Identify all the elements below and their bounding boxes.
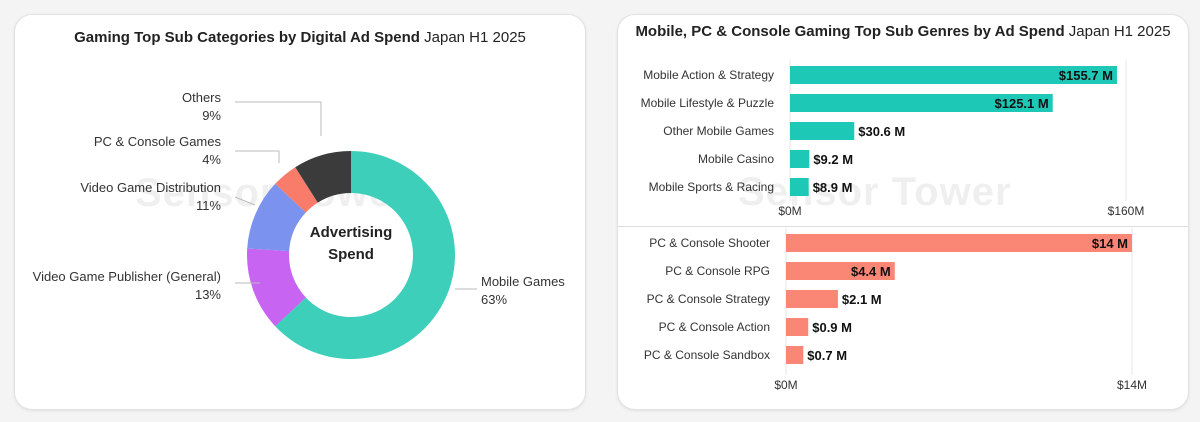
- mobile-bar-mobile-lifestyle-and-puzzle: [790, 94, 1053, 112]
- pc-console-value-label: $0.9 M: [812, 320, 852, 335]
- donut-center-label-line2: Spend: [328, 246, 374, 263]
- pc-console-bar-pc-and-console-shooter: [786, 234, 1132, 252]
- donut-chart-card: Gaming Top Sub Categories by Digital Ad …: [14, 14, 586, 410]
- bar-chart-card: Mobile, PC & Console Gaming Top Sub Genr…: [617, 14, 1189, 410]
- slice-label-distribution: Video Game Distribution 11%: [80, 180, 221, 213]
- pc-console-value-label: $4.4 M: [851, 264, 891, 279]
- pc-console-bar-pc-and-console-strategy: [786, 290, 838, 308]
- mobile-value-label: $155.7 M: [1059, 68, 1113, 83]
- pc-console-bar-pc-and-console-action: [786, 318, 809, 336]
- mobile-bar-other-mobile-games: [790, 122, 855, 140]
- slice-label-others: Others 9%: [181, 90, 221, 123]
- slice-label-pc-console: PC & Console Games 4%: [93, 134, 221, 167]
- pc-console-category-label: PC & Console Shooter: [649, 236, 770, 250]
- leader-line-pc-console: [235, 150, 280, 163]
- donut-chart: Advertising Spend: [234, 101, 477, 359]
- pc-console-bar-pc-and-console-rpg: [786, 262, 895, 280]
- pc-console-category-label: PC & Console Sandbox: [644, 348, 770, 362]
- donut-center-label-line1: Advertising: [310, 224, 393, 241]
- donut-slice-video-game-distribution: [247, 183, 306, 252]
- watermark-right: Sensor Tower: [738, 170, 1012, 214]
- mobile-category-label: Mobile Casino: [698, 152, 774, 166]
- pc-console-x-tick-label: $14M: [1117, 378, 1147, 392]
- mobile-category-label: Other Mobile Games: [663, 124, 774, 138]
- mobile-bar-mobile-casino: [790, 150, 810, 168]
- bar-charts: Mobile Action & Strategy $155.7 M Mobile L…: [641, 60, 1147, 392]
- mobile-x-tick-label: $160M: [1108, 204, 1145, 218]
- mobile-value-label: $125.1 M: [995, 96, 1049, 111]
- donut-slice-video-game-publisher-general: [246, 248, 306, 327]
- mobile-value-label: $30.6 M: [858, 124, 905, 139]
- pc-console-value-label: $0.7 M: [807, 348, 847, 363]
- pc-console-category-label: PC & Console Strategy: [647, 292, 770, 306]
- section-divider: [618, 226, 1188, 227]
- mobile-category-label: Mobile Lifestyle & Puzzle: [641, 96, 775, 110]
- mobile-value-label: $9.2 M: [813, 152, 853, 167]
- mobile-category-label: Mobile Action & Strategy: [643, 68, 774, 82]
- pc-console-value-label: $14 M: [1092, 236, 1128, 251]
- leader-line-distribution: [234, 196, 256, 206]
- slice-label-publisher: Video Game Publisher (General) 13%: [32, 269, 221, 302]
- mobile-x-tick-label: $0M: [778, 204, 801, 218]
- mobile-bar-mobile-sports-and-racing: [790, 178, 809, 196]
- pc-console-x-tick-label: $0M: [774, 378, 797, 392]
- donut-slice-pc-and-console-games: [275, 167, 318, 213]
- bar-chart-title: Mobile, PC & Console Gaming Top Sub Genr…: [635, 23, 1171, 40]
- mobile-category-label: Mobile Sports & Racing: [649, 180, 774, 194]
- pc-console-value-label: $2.1 M: [842, 292, 882, 307]
- pc-console-bar-pc-and-console-sandbox: [786, 346, 804, 364]
- slice-label-mobile-games: Mobile Games 63%: [481, 274, 565, 307]
- mobile-value-label: $8.9 M: [813, 180, 853, 195]
- leader-line-others: [235, 101, 322, 136]
- pc-console-category-label: PC & Console Action: [659, 320, 770, 334]
- mobile-bar-mobile-action-and-strategy: [790, 66, 1117, 84]
- donut-slice-others: [295, 151, 351, 203]
- pc-console-category-label: PC & Console RPG: [665, 264, 770, 278]
- donut-chart-title: Gaming Top Sub Categories by Digital Ad …: [74, 29, 526, 46]
- donut-slice-mobile-games: [275, 151, 455, 359]
